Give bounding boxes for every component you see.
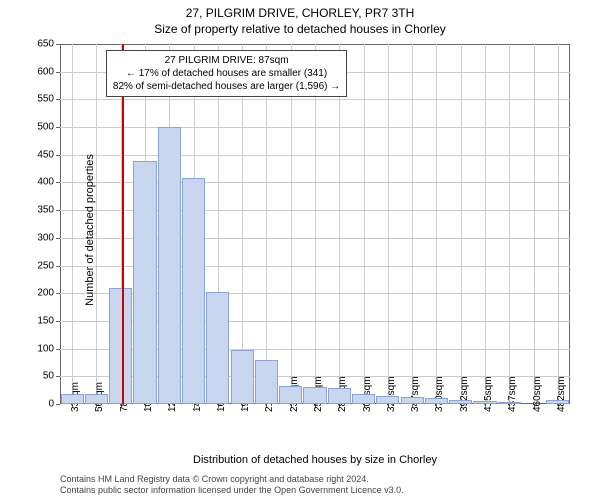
histogram-bar: [279, 386, 302, 404]
y-tick-label: 650: [0, 39, 54, 50]
x-axis-label: Distribution of detached houses by size …: [60, 454, 570, 466]
gridline-v: [509, 44, 510, 404]
y-tick-label: 400: [0, 177, 54, 188]
y-tick-label: 350: [0, 205, 54, 216]
annotation-line: 27 PILGRIM DRIVE: 87sqm: [113, 54, 340, 67]
histogram-bar: [61, 394, 84, 404]
footer-line1: Contains HM Land Registry data © Crown c…: [60, 474, 404, 485]
gridline-v: [412, 44, 413, 404]
y-tick-label: 600: [0, 66, 54, 77]
histogram-bar: [352, 394, 375, 404]
gridline-v: [266, 44, 267, 404]
histogram-bar: [206, 292, 229, 404]
gridline-v: [436, 44, 437, 404]
y-tick-label: 0: [0, 399, 54, 410]
gridline-v: [558, 44, 559, 404]
annotation-line: ← 17% of detached houses are smaller (34…: [113, 67, 340, 80]
gridline-v: [461, 44, 462, 404]
histogram-bar: [425, 398, 448, 404]
gridline-v: [72, 44, 73, 404]
y-tick-label: 200: [0, 288, 54, 299]
gridline-v: [339, 44, 340, 404]
y-tick-label: 550: [0, 94, 54, 105]
y-tick-label: 500: [0, 122, 54, 133]
title-sub: Size of property relative to detached ho…: [0, 20, 600, 40]
annotation-line: 82% of semi-detached houses are larger (…: [113, 80, 340, 93]
title-main: 27, PILGRIM DRIVE, CHORLEY, PR7 3TH: [0, 0, 600, 20]
histogram-bar: [182, 178, 205, 404]
histogram-bar: [85, 394, 108, 404]
histogram-bar: [473, 401, 496, 404]
histogram-bar: [255, 360, 278, 404]
gridline-v: [291, 44, 292, 404]
y-tick-label: 300: [0, 232, 54, 243]
annotation-box: 27 PILGRIM DRIVE: 87sqm← 17% of detached…: [106, 50, 347, 97]
y-tick-label: 100: [0, 343, 54, 354]
gridline-v: [96, 44, 97, 404]
histogram-bar: [546, 400, 569, 404]
gridline-v: [485, 44, 486, 404]
histogram-bar: [401, 397, 424, 404]
property-marker-line: [122, 44, 124, 404]
footer-attribution: Contains HM Land Registry data © Crown c…: [60, 474, 404, 496]
histogram-bar: [109, 288, 132, 404]
y-axis-label: Number of detached properties: [84, 154, 96, 306]
histogram-bar: [133, 161, 156, 404]
gridline-v: [534, 44, 535, 404]
histogram-bar: [231, 350, 254, 404]
histogram-bar: [303, 387, 326, 404]
histogram-bar: [449, 400, 472, 404]
gridline-v: [364, 44, 365, 404]
histogram-bar: [376, 396, 399, 404]
histogram-bar: [498, 402, 521, 404]
y-tick-label: 450: [0, 149, 54, 160]
y-tick-label: 50: [0, 371, 54, 382]
histogram-bar: [158, 127, 181, 404]
y-tick-label: 150: [0, 315, 54, 326]
histogram-bar: [328, 388, 351, 404]
gridline-v: [315, 44, 316, 404]
gridline-v: [388, 44, 389, 404]
footer-line2: Contains public sector information licen…: [60, 485, 404, 496]
y-tick-label: 250: [0, 260, 54, 271]
